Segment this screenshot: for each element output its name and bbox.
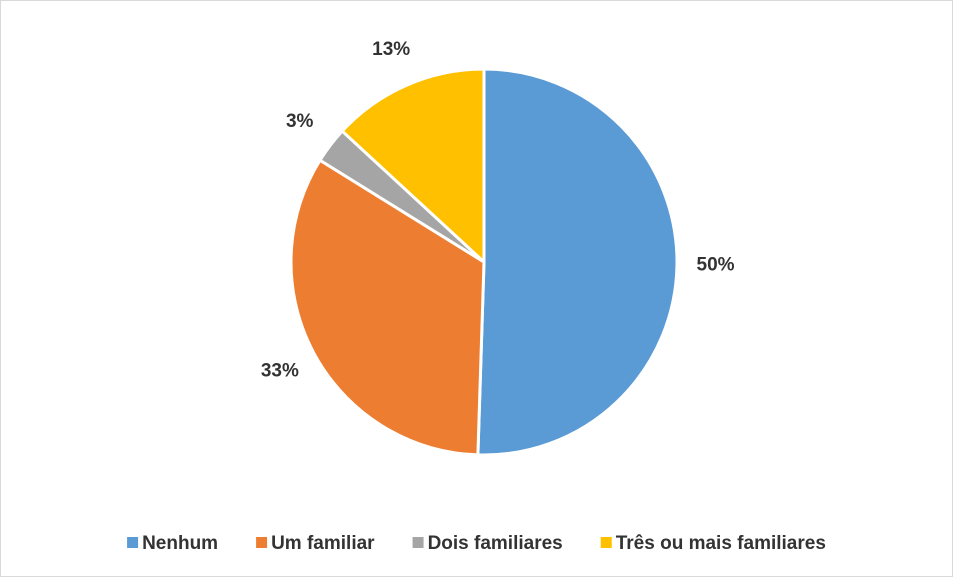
legend-label: Três ou mais familiares: [616, 533, 826, 554]
legend-label: Nenhum: [142, 533, 218, 554]
legend-swatch: [127, 537, 139, 548]
legend-swatch: [256, 537, 268, 548]
data-label: 33%: [261, 360, 299, 381]
data-label: 3%: [286, 111, 314, 132]
pie-slice: [289, 158, 486, 457]
pie-slice: [476, 67, 679, 457]
legend-swatch: [600, 537, 612, 548]
legend-label: Dois familiares: [428, 533, 563, 554]
data-label: 50%: [697, 255, 735, 276]
legend-swatch: [412, 537, 424, 548]
data-label: 13%: [372, 39, 410, 60]
legend-label: Um familiar: [271, 533, 375, 554]
pie-slice: [340, 67, 486, 266]
